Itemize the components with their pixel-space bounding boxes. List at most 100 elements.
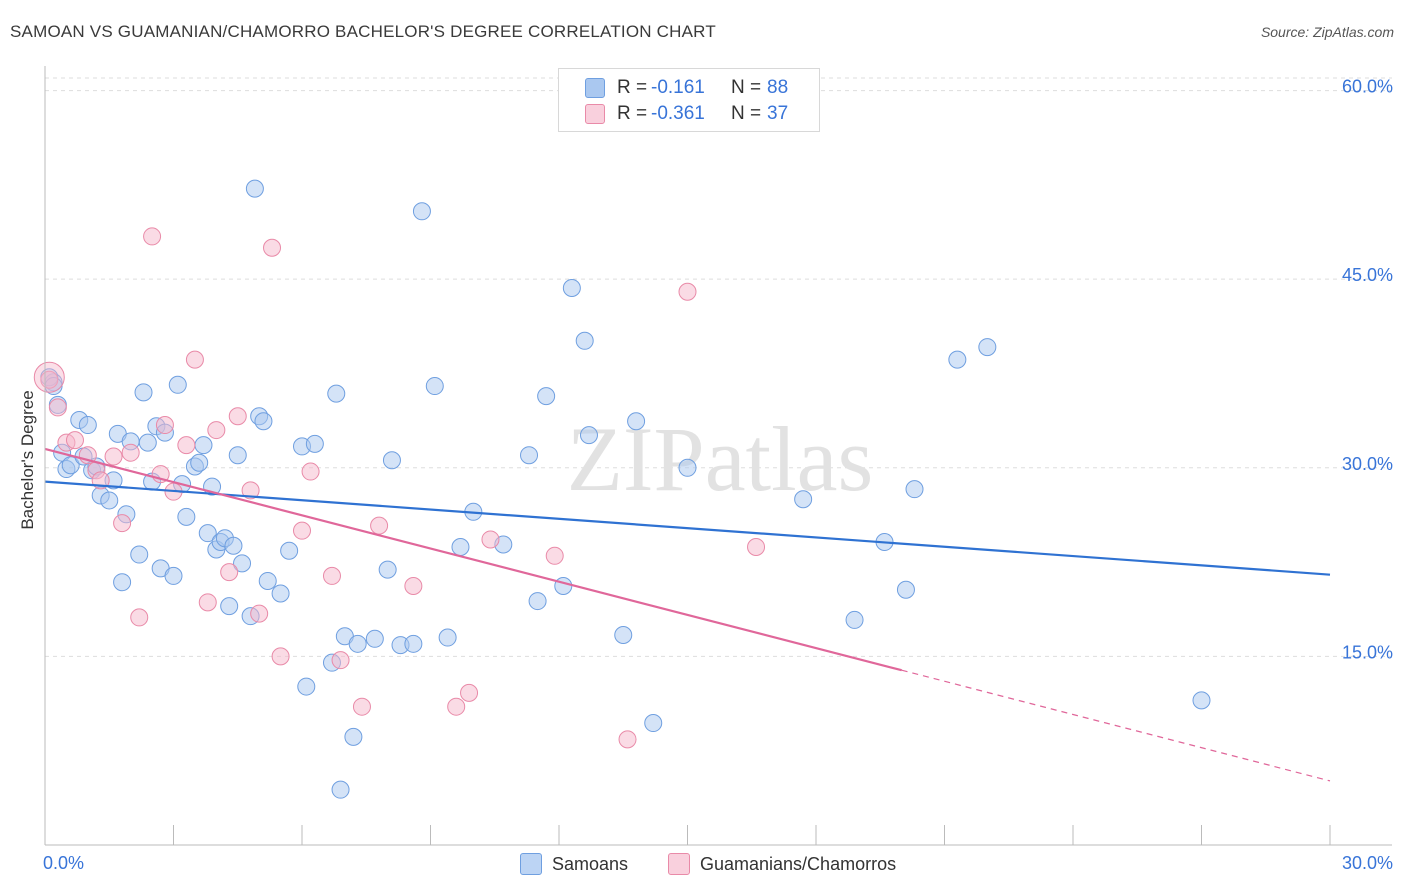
guamanian-point xyxy=(130,608,149,627)
guamanian-point xyxy=(220,563,239,582)
guamanian-point xyxy=(263,238,282,257)
samoan-point xyxy=(978,338,997,357)
guamanian-point xyxy=(113,514,132,533)
samoan-point xyxy=(198,524,217,543)
guamanian-point xyxy=(545,546,564,565)
samoan-point xyxy=(412,202,431,221)
guamanians-swatch xyxy=(585,104,605,124)
samoan-point xyxy=(905,480,924,499)
n-value: 37 xyxy=(767,103,789,124)
source-label: Source: ZipAtlas.com xyxy=(1260,24,1394,40)
guamanian-point xyxy=(352,697,371,716)
samoan-point xyxy=(327,384,346,403)
samoan-point xyxy=(177,507,196,526)
y-tick-label: 15.0% xyxy=(1342,642,1393,662)
samoan-point xyxy=(627,412,646,431)
guamanian-point xyxy=(293,521,311,540)
samoans-legend-swatch xyxy=(520,853,542,875)
samoan-point xyxy=(297,677,316,696)
samoan-point xyxy=(245,179,264,198)
samoan-point xyxy=(190,453,209,472)
samoan-point xyxy=(438,628,457,647)
samoan-point xyxy=(644,714,663,733)
samoan-point xyxy=(258,571,277,590)
samoan-point xyxy=(554,576,573,595)
bottom-legend-guamanians: Guamanians/Chamorros xyxy=(668,852,896,876)
guamanian-point xyxy=(198,593,217,612)
samoan-point xyxy=(678,458,697,477)
trend-layer xyxy=(44,447,1331,782)
n-label: N = xyxy=(731,103,762,124)
samoan-point xyxy=(100,491,119,510)
samoan-point xyxy=(254,412,273,431)
samoan-point xyxy=(365,629,384,648)
samoan-point xyxy=(562,278,581,297)
samoan-point xyxy=(134,383,153,402)
guamanian-point xyxy=(250,604,269,623)
samoan-point xyxy=(528,592,547,611)
guamanian-point xyxy=(48,398,67,417)
samoan-point xyxy=(425,377,444,396)
guamanian-point xyxy=(678,282,697,301)
samoan-point xyxy=(130,545,149,564)
guamanian-point xyxy=(301,462,320,481)
samoan-point xyxy=(220,597,239,616)
guamanian-point xyxy=(177,436,196,455)
samoan-point xyxy=(537,387,556,406)
samoan-point xyxy=(233,554,252,573)
r-value: -0.161 xyxy=(651,77,705,98)
guamanian-point xyxy=(460,683,479,702)
samoan-point xyxy=(194,436,213,455)
samoan-point xyxy=(113,573,132,592)
samoan-point xyxy=(78,416,97,435)
samoan-point xyxy=(305,434,324,453)
samoan-point xyxy=(164,566,183,585)
guamanian-point xyxy=(228,407,247,426)
guamanian-point xyxy=(241,481,260,500)
bottom-legend-samoans: Samoans xyxy=(520,852,628,876)
guamanian-point xyxy=(185,350,204,369)
guamanian-point xyxy=(404,576,423,595)
samoan-point xyxy=(948,350,967,369)
watermark: ZIPatlas xyxy=(567,408,874,510)
guamanian-point xyxy=(65,431,84,450)
samoan-point xyxy=(224,536,243,555)
guamanian-point xyxy=(447,697,466,716)
samoan-point xyxy=(271,584,290,603)
samoan-point xyxy=(451,538,470,557)
samoan-point xyxy=(382,451,401,470)
guamanians-legend-label: Guamanians/Chamorros xyxy=(700,853,897,874)
samoan-point xyxy=(344,727,363,746)
samoan-point xyxy=(404,634,423,653)
axis-layer: 15.0% 30.0% 45.0% 60.0% 0.0% 30.0% xyxy=(43,66,1393,873)
guamanian-point xyxy=(370,516,389,535)
chart-title: SAMOAN VS GUAMANIAN/CHAMORRO BACHELOR'S … xyxy=(10,22,716,41)
n-value: 88 xyxy=(767,77,789,98)
guamanian-point xyxy=(207,421,226,440)
samoan-point xyxy=(896,580,915,599)
samoan-point xyxy=(228,446,247,465)
samoans-trend-line xyxy=(44,480,1331,576)
guamanian-point-large xyxy=(33,361,65,393)
guamanian-point xyxy=(104,447,123,466)
r-value: -0.361 xyxy=(651,103,705,124)
r-label: R = xyxy=(617,77,648,98)
samoan-point xyxy=(794,490,813,509)
guamanian-point xyxy=(271,647,290,666)
guamanian-point xyxy=(331,651,350,670)
samoan-point xyxy=(520,446,539,465)
guamanians-trend-extension xyxy=(901,669,1331,782)
y-axis-label: Bachelor's Degree xyxy=(18,390,37,529)
samoan-point xyxy=(845,610,864,629)
guamanians-trend-line xyxy=(44,447,902,672)
n-label: N = xyxy=(731,77,762,98)
samoans-legend-label: Samoans xyxy=(552,853,629,874)
samoan-point xyxy=(138,433,157,452)
y-tick-label: 45.0% xyxy=(1342,265,1393,285)
guamanian-point xyxy=(121,443,140,462)
y-tick-label: 60.0% xyxy=(1342,77,1393,97)
samoans-swatch xyxy=(585,78,605,98)
samoan-point xyxy=(575,331,594,350)
points-layer xyxy=(33,179,1211,799)
